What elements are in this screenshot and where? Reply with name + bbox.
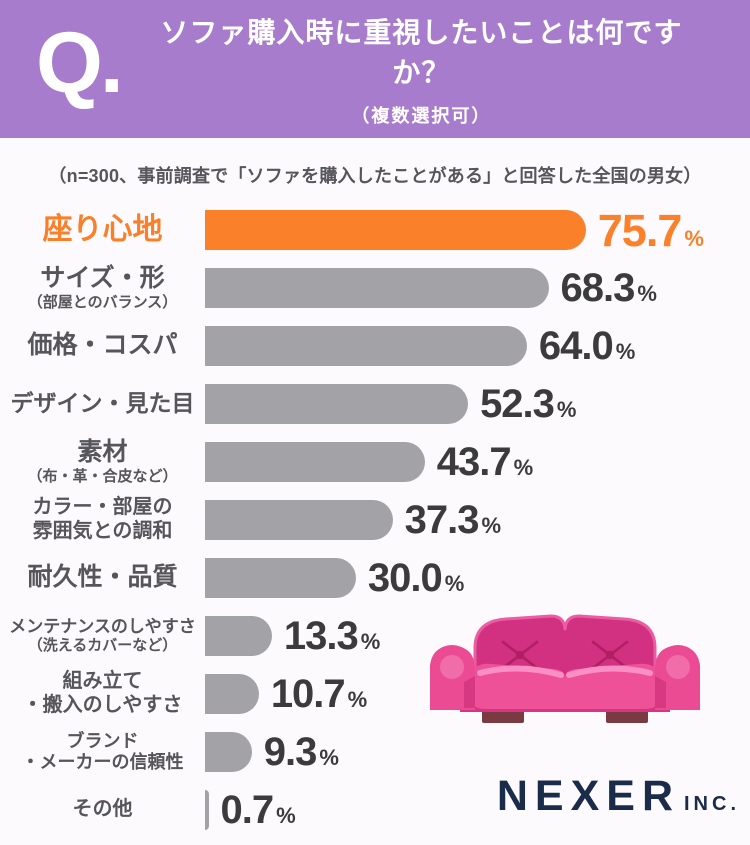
sofa-icon (430, 614, 700, 723)
chart-row: 耐久性・品質 30.0% (0, 549, 750, 607)
category-label: 座り心地 (42, 213, 163, 247)
percent-sign: % (276, 803, 296, 828)
percent-sign: % (444, 571, 465, 596)
percent-value: 75.7 (597, 204, 683, 256)
percent-label: 43.7% (437, 442, 533, 482)
bar-chart: 座り心地 75.7% サイズ・形 （部屋とのバランス） 68.3% 価格・コスパ (0, 201, 750, 839)
header-banner: Q. ソファ購入時に重視したいことは何ですか？ （複数選択可） (0, 0, 750, 138)
bar (205, 442, 425, 482)
chart-row: デザイン・見た目 52.3% (0, 375, 750, 433)
percent-value: 43.7 (436, 440, 512, 484)
chart-row: 素材 （布・革・合皮など） 43.7% (0, 433, 750, 491)
header-text-block: ソファ購入時に重視したいことは何ですか？ （複数選択可） (133, 11, 750, 128)
chart-row: 価格・コスパ 64.0% (0, 317, 750, 375)
category-label: カラー・部屋の 雰囲気との調和 (32, 496, 173, 542)
percent-value: 64.0 (538, 324, 614, 368)
bar (205, 210, 586, 250)
bar (205, 790, 209, 830)
question-mark-label: Q. (36, 15, 124, 112)
bar (205, 384, 469, 424)
category-label: ブランド ・メーカーの信頼性 (21, 730, 184, 772)
category-label: その他 (72, 798, 133, 821)
percent-label: 30.0% (368, 558, 464, 598)
chart-row: サイズ・形 （部屋とのバランス） 68.3% (0, 259, 750, 317)
category-label: 価格・コスパ (27, 331, 178, 360)
percent-value: 30.0 (367, 556, 443, 600)
bar (205, 500, 393, 540)
bar (205, 326, 527, 366)
bar (205, 732, 252, 772)
percent-value: 0.7 (220, 788, 275, 832)
percent-value: 9.3 (263, 730, 318, 774)
percent-sign: % (684, 225, 704, 251)
category-label: デザイン・見た目 (10, 390, 195, 417)
percent-label: 37.3% (405, 500, 501, 540)
percent-label: 75.7% (598, 208, 704, 253)
percent-sign: % (615, 339, 636, 364)
chart-row: その他 0.7% (0, 781, 750, 839)
percent-value: 68.3 (560, 266, 636, 310)
percent-label: 9.3% (264, 732, 339, 772)
percent-sign: % (481, 513, 502, 538)
category-label: メンテナンスのしやすさ （洗えるカバーなど） (9, 617, 196, 655)
survey-note: （n=300、事前調査で「ソファを購入したことがある」と回答した全国の男女） (48, 166, 702, 186)
category-label: 組み立て ・搬入のしやすさ (22, 670, 183, 716)
percent-label: 10.7% (271, 674, 367, 714)
category-label: サイズ・形 （部屋とのバランス） (27, 264, 178, 311)
percent-label: 0.7% (221, 790, 296, 830)
percent-value: 10.7 (270, 672, 346, 716)
percent-label: 52.3% (480, 384, 576, 424)
brand-logo: NEXER INC. (470, 772, 740, 821)
percent-label: 13.3% (284, 616, 380, 656)
bar (205, 558, 356, 598)
chart-row: メンテナンスのしやすさ （洗えるカバーなど） 13.3% (0, 607, 750, 665)
bar (205, 674, 259, 714)
percent-sign: % (319, 745, 339, 770)
percent-sign: % (556, 397, 577, 422)
percent-sign: % (637, 281, 657, 306)
brand-suffix: INC. (684, 793, 740, 815)
survey-title: ソファ購入時に重視したいことは何ですか？ (160, 16, 683, 88)
survey-subtitle: （複数選択可） (351, 105, 492, 126)
percent-label: 68.3% (561, 268, 657, 308)
bar (205, 616, 272, 656)
percent-sign: % (360, 629, 381, 654)
percent-sign: % (513, 455, 534, 480)
chart-row: 組み立て ・搬入のしやすさ 10.7% (0, 665, 750, 723)
percent-sign: % (347, 687, 368, 712)
percent-value: 37.3 (404, 498, 480, 542)
percent-label: 64.0% (539, 326, 635, 366)
category-label: 耐久性・品質 (27, 563, 178, 592)
percent-value: 13.3 (283, 614, 359, 658)
brand-name: NEXER (496, 772, 680, 820)
chart-row: 座り心地 75.7% (0, 201, 750, 259)
category-label: 素材 （布・革・合皮など） (27, 438, 178, 485)
bar (205, 268, 549, 308)
chart-row: カラー・部屋の 雰囲気との調和 37.3% (0, 491, 750, 549)
percent-value: 52.3 (480, 382, 555, 426)
chart-row: ブランド ・メーカーの信頼性 9.3% (0, 723, 750, 781)
